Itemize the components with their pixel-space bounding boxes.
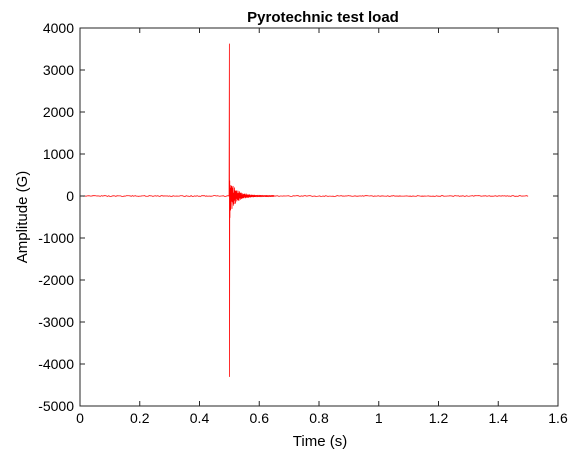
y-tick-label: 1000 [43, 146, 74, 162]
y-tick-label: 2000 [43, 104, 74, 120]
y-tick-label: -1000 [38, 230, 74, 246]
x-tick-label: 0.6 [250, 410, 270, 426]
x-tick-label: 1.2 [429, 410, 449, 426]
y-tick-label: -4000 [38, 356, 74, 372]
x-tick-label: 0.2 [130, 410, 150, 426]
x-tick-label: 0 [76, 410, 84, 426]
y-axis-label: Amplitude (G) [14, 171, 31, 264]
x-tick-label: 1.4 [489, 410, 509, 426]
x-tick-label: 0.4 [190, 410, 210, 426]
x-axis-label: Time (s) [293, 433, 347, 450]
y-tick-label: 0 [66, 188, 74, 204]
y-tick-label: -5000 [38, 398, 74, 414]
x-tick-label: 0.8 [309, 410, 329, 426]
chart-title: Pyrotechnic test load [247, 9, 399, 26]
x-tick-label: 1.6 [548, 410, 568, 426]
y-tick-label: -2000 [38, 272, 74, 288]
x-tick-label: 1 [375, 410, 383, 426]
y-tick-label: -3000 [38, 314, 74, 330]
y-tick-label: 3000 [43, 62, 74, 78]
y-tick-label: 4000 [43, 20, 74, 36]
plot-background [80, 28, 558, 406]
plot-area [80, 28, 558, 406]
